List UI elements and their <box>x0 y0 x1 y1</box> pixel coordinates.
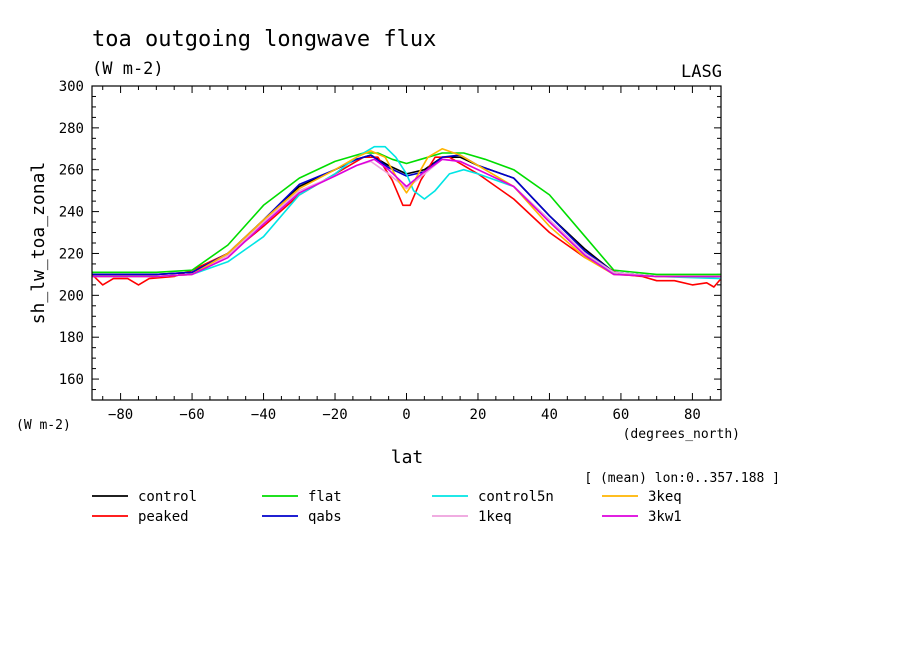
x-tick-label: 20 <box>470 407 487 423</box>
x-tick-label: 60 <box>613 407 630 423</box>
series-line-1keq <box>92 158 721 278</box>
x-axis-label: lat <box>391 447 424 468</box>
series-line-3kw1 <box>92 158 721 278</box>
series-line-3keq <box>92 148 721 278</box>
legend-label-3kw1: 3kw1 <box>648 509 682 525</box>
series-line-peaked <box>91 156 722 288</box>
y-tick-label: 240 <box>59 205 84 221</box>
x-tick-label: −80 <box>108 407 133 423</box>
x-tick-label: 0 <box>402 407 410 423</box>
y-tick-label: 180 <box>59 330 84 346</box>
x-tick-label: 40 <box>541 407 558 423</box>
y-tick-label: 280 <box>59 121 84 137</box>
legend-label-3keq: 3keq <box>648 489 682 505</box>
chart-units: (W m-2) <box>92 59 164 79</box>
x-tick-label: −20 <box>322 407 347 423</box>
plot-frame <box>91 85 722 401</box>
y-tick-label: 200 <box>59 288 84 304</box>
x-tick-label: −40 <box>251 407 276 423</box>
x-units-label: (degrees_north) <box>623 427 740 442</box>
legend-label-qabs: qabs <box>308 509 342 525</box>
legend-label-control5n: control5n <box>478 489 554 505</box>
source-label: LASG <box>681 62 722 82</box>
x-tick-label: −60 <box>179 407 204 423</box>
left-units-label: (W m-2) <box>16 418 71 433</box>
y-axis-label: sh_lw_toa_zonal <box>28 162 49 325</box>
legend-label-peaked: peaked <box>138 509 189 525</box>
y-tick-label: 300 <box>59 79 84 95</box>
x-tick-label: 80 <box>684 407 701 423</box>
axis-ticks: −80 −60 −40 −20 0 20 40 60 80 160 180 200 220 240 260 2… <box>59 79 721 423</box>
y-tick-label: 160 <box>59 372 84 388</box>
mean-note: [ (mean) lon:0..357.188 ] <box>584 471 780 486</box>
series-line-control5n <box>92 145 722 280</box>
legend-label-flat: flat <box>308 489 342 505</box>
series-layer <box>91 145 722 288</box>
legend: control flat control5n 3keq peaked qabs 1keq 3k… <box>92 489 682 525</box>
y-tick-label: 220 <box>59 246 84 262</box>
series-line-flat <box>92 152 721 276</box>
legend-label-1keq: 1keq <box>478 509 512 525</box>
legend-label-control: control <box>138 489 197 505</box>
chart-title: toa outgoing longwave flux <box>92 27 436 52</box>
y-tick-label: 260 <box>59 163 84 179</box>
